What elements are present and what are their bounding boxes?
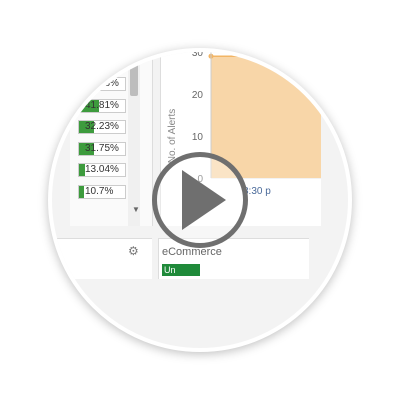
- percentage-label: 13.04%: [85, 164, 119, 175]
- percentage-list-panel: [70, 52, 153, 226]
- y-tick-label: 20: [192, 90, 204, 101]
- percentage-label: 32.23%: [85, 121, 119, 132]
- progress-fill: [79, 121, 94, 133]
- y-tick-label: 30: [192, 48, 204, 59]
- progress-fill: [79, 56, 101, 69]
- percentage-label: 10.7%: [85, 185, 114, 197]
- progress-fill: [79, 99, 99, 112]
- list-item: 10.7%: [78, 184, 126, 199]
- area-series: [211, 56, 321, 179]
- bottom-left-panel: [52, 238, 152, 279]
- list-item: 41.81%: [78, 98, 126, 113]
- dashboard-preview: ▼ 5%45.56%43.68%41.81%32.23%31.75%13.04%…: [52, 48, 348, 348]
- ecommerce-title: eCommerce: [162, 246, 222, 258]
- percentage-label: 31.75%: [85, 142, 119, 154]
- percentage-label: 41.81%: [85, 99, 119, 111]
- list-item: 31.75%: [78, 141, 126, 156]
- status-badge: Un: [162, 264, 200, 276]
- list-item: 32.23%: [78, 120, 126, 134]
- progress-fill: [79, 142, 94, 155]
- percentage-label: 43.68%: [85, 78, 119, 89]
- progress-fill: [79, 164, 85, 176]
- chart-ylabel: No. of Alerts: [167, 109, 178, 163]
- play-icon: [182, 170, 226, 230]
- video-thumbnail-circle[interactable]: ▼ 5%45.56%43.68%41.81%32.23%31.75%13.04%…: [48, 48, 352, 352]
- progress-fill: [79, 185, 84, 198]
- list-item: 13.04%: [78, 163, 126, 177]
- list-item: 43.68%: [78, 77, 126, 91]
- percentage-label: 45.56%: [85, 56, 119, 68]
- progress-fill: [79, 78, 100, 90]
- y-tick-label: 10: [192, 132, 204, 143]
- list-item: 45.56%: [78, 55, 126, 70]
- scroll-down-icon[interactable]: ▼: [132, 205, 140, 214]
- gear-icon[interactable]: ⚙: [128, 244, 139, 258]
- scrollbar-thumb[interactable]: [130, 52, 138, 96]
- x-tick-label: 8:30 p: [243, 186, 271, 197]
